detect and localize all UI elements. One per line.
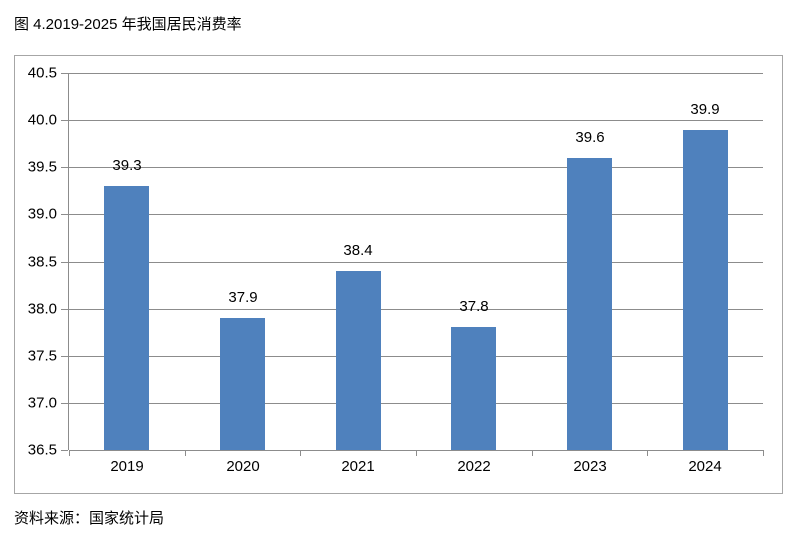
x-axis-tick: [532, 450, 533, 456]
chart-area: 40.5 40.0 39.5 39.0 38.5 38.0 37.5 37.0 36.5 39.3…: [14, 55, 783, 494]
x-axis-label: 2023: [573, 458, 607, 475]
y-axis-label: 40.0: [27, 111, 57, 129]
x-axis-tick: [416, 450, 417, 456]
source-note: 资料来源：国家统计局: [14, 510, 165, 527]
bar: [683, 130, 728, 450]
y-axis-tick: [61, 120, 68, 121]
y-axis-tick: [61, 309, 68, 310]
x-axis-label: 2022: [457, 458, 491, 475]
x-axis-label: 2019: [110, 458, 144, 475]
bar-value-label: 37.8: [459, 298, 489, 315]
bar: [220, 318, 265, 450]
bar: [104, 186, 149, 450]
plot-area: 40.5 40.0 39.5 39.0 38.5 38.0 37.5 37.0 36.5 39.3…: [28, 66, 764, 475]
bar-value-label: 37.9: [228, 289, 258, 306]
x-axis-tick: [185, 450, 186, 456]
bar-value-label: 39.3: [112, 157, 142, 174]
x-axis-label: 2021: [341, 458, 375, 475]
y-axis-label: 37.5: [27, 347, 57, 365]
gridline: [69, 309, 763, 310]
bar: [451, 327, 496, 450]
y-axis-label: 39.0: [27, 205, 57, 223]
bar-value-label: 39.9: [690, 101, 720, 118]
x-axis-tick: [647, 450, 648, 456]
y-axis-label: 38.5: [27, 253, 57, 271]
x-axis-tick: [69, 450, 70, 456]
x-axis-tick: [763, 450, 764, 456]
x-axis-label: 2020: [226, 458, 260, 475]
gridline: [69, 403, 763, 404]
bar-value-label: 39.6: [575, 129, 605, 146]
gridline: [69, 167, 763, 168]
y-axis-tick: [61, 403, 68, 404]
y-axis-tick: [61, 450, 68, 451]
y-axis-label: 36.5: [27, 441, 57, 459]
y-axis-tick: [61, 167, 68, 168]
x-axis-tick: [300, 450, 301, 456]
y-axis-label: 39.5: [27, 158, 57, 176]
gridline: [69, 214, 763, 215]
y-axis-line: [68, 73, 69, 450]
y-axis-tick: [61, 73, 68, 74]
gridline: [69, 73, 763, 74]
gridline: [69, 356, 763, 357]
bar: [336, 271, 381, 450]
gridline: [69, 120, 763, 121]
y-axis-label: 40.5: [27, 64, 57, 82]
x-axis-label: 2024: [688, 458, 722, 475]
y-axis-tick: [61, 262, 68, 263]
y-axis-label: 38.0: [27, 300, 57, 318]
y-axis-tick: [61, 356, 68, 357]
y-axis-tick: [61, 214, 68, 215]
bar-value-label: 38.4: [343, 242, 373, 259]
figure-title: 图 4.2019-2025 年我国居民消费率: [14, 16, 242, 33]
bar: [567, 158, 612, 450]
gridline: [69, 262, 763, 263]
y-axis-label: 37.0: [27, 394, 57, 412]
